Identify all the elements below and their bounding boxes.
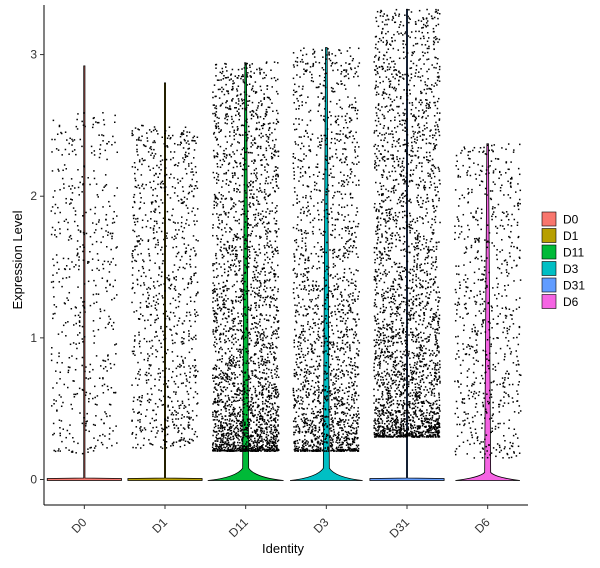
axes-layer: 0 1 2 3 D0 D1 D11 D3 D31 D6 [30,5,528,541]
x-tick-label: D31 [387,515,413,541]
legend-label-D0: D0 [563,213,579,227]
legend-swatch-D1 [541,228,557,243]
points-D1 [131,124,199,450]
x-axis-title: Identity [262,541,304,556]
y-tick-label: 3 [30,48,37,62]
y-axis-title: Expression Level [10,210,25,309]
legend-swatch-D31 [541,277,557,293]
legend-label-D6: D6 [563,295,579,309]
x-tick-label: D0 [69,515,90,536]
points-D11 [211,61,280,452]
points-D0 [50,112,119,455]
legend-label-D11: D11 [563,246,584,260]
violin-D0 [46,65,122,481]
x-tick-label: D11 [226,515,251,540]
x-tick-label: D3 [311,515,332,536]
legend-label-D3: D3 [563,262,579,276]
jitter-points-layer [50,8,522,459]
legend-swatch-D3 [541,261,557,276]
violins-layer [46,8,520,481]
y-tick-label: 0 [30,473,37,487]
y-tick-label: 2 [30,189,37,203]
legend-swatch-D6 [541,294,557,309]
legend-swatch-D0 [541,211,557,227]
violin-D31 [369,8,445,481]
legend-label-D1: D1 [563,229,579,243]
points-D6 [454,143,522,459]
x-tick-label: D6 [472,515,493,536]
y-tick-label: 1 [30,331,37,345]
violin-D1 [127,82,203,481]
legend-label-D31: D31 [563,279,585,293]
points-D31 [373,8,441,438]
legend: D0 D1 D11 D3 D31 D6 [541,211,585,309]
x-tick-label: D1 [149,515,170,536]
violin-D6 [455,143,520,481]
legend-swatch-D11 [541,244,557,260]
points-D3 [292,47,361,452]
violin-D3 [289,47,363,481]
